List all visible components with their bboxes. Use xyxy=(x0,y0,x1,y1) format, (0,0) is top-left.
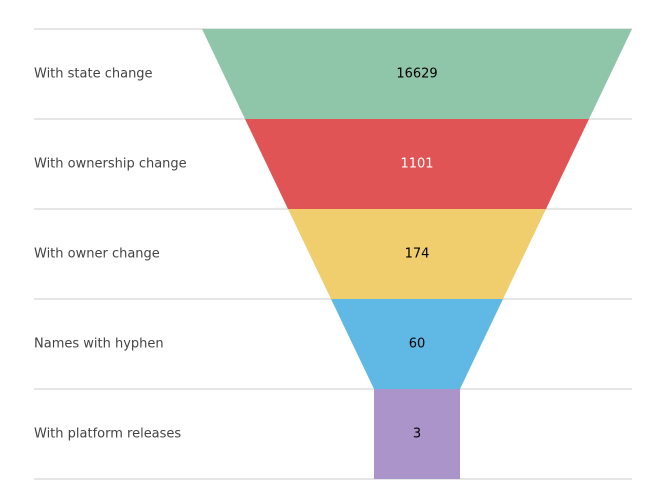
funnel-segments xyxy=(202,29,632,479)
funnel-segment xyxy=(202,29,632,119)
funnel-segment xyxy=(245,119,589,209)
value-label: 16629 xyxy=(396,67,437,82)
value-label: 174 xyxy=(405,247,430,262)
category-label: With state change xyxy=(34,67,153,82)
funnel-segment xyxy=(288,209,546,299)
category-label: With platform releases xyxy=(34,427,181,442)
category-label: With ownership change xyxy=(34,157,187,172)
category-label: Names with hyphen xyxy=(34,337,164,352)
category-labels: With state change With ownership change Wi… xyxy=(34,67,187,442)
value-label: 3 xyxy=(413,427,421,442)
value-label: 1101 xyxy=(400,157,433,172)
funnel-segment xyxy=(374,389,460,479)
value-label: 60 xyxy=(409,337,426,352)
funnel-segment xyxy=(331,299,503,389)
category-label: With owner change xyxy=(34,247,160,262)
value-labels: 16629 1101 174 60 3 xyxy=(396,67,437,442)
